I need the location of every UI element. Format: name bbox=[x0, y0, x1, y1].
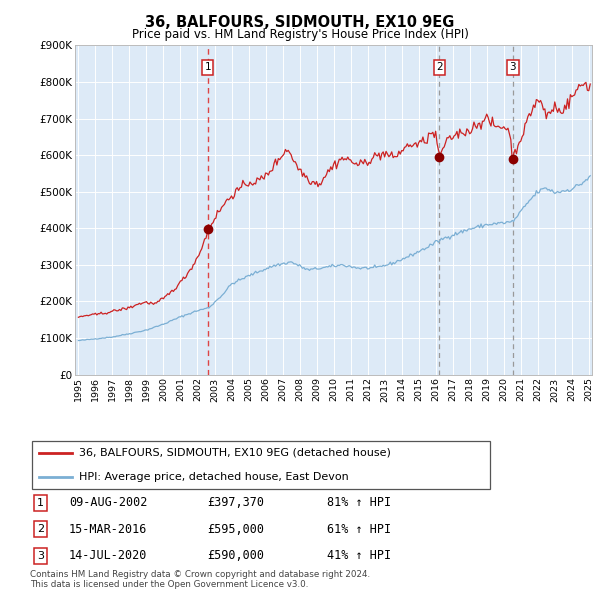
Text: £397,370: £397,370 bbox=[207, 496, 264, 509]
Text: 61% ↑ HPI: 61% ↑ HPI bbox=[327, 523, 391, 536]
FancyBboxPatch shape bbox=[32, 441, 490, 489]
Text: HPI: Average price, detached house, East Devon: HPI: Average price, detached house, East… bbox=[79, 472, 348, 482]
Text: 14-JUL-2020: 14-JUL-2020 bbox=[69, 549, 148, 562]
Text: 3: 3 bbox=[37, 551, 44, 560]
Text: 09-AUG-2002: 09-AUG-2002 bbox=[69, 496, 148, 509]
Text: 1: 1 bbox=[205, 63, 211, 73]
Text: 41% ↑ HPI: 41% ↑ HPI bbox=[327, 549, 391, 562]
Text: 2: 2 bbox=[37, 525, 44, 534]
Text: 15-MAR-2016: 15-MAR-2016 bbox=[69, 523, 148, 536]
Text: 81% ↑ HPI: 81% ↑ HPI bbox=[327, 496, 391, 509]
Text: Price paid vs. HM Land Registry's House Price Index (HPI): Price paid vs. HM Land Registry's House … bbox=[131, 28, 469, 41]
Text: £595,000: £595,000 bbox=[207, 523, 264, 536]
Text: 1: 1 bbox=[37, 498, 44, 507]
Text: £590,000: £590,000 bbox=[207, 549, 264, 562]
Text: Contains HM Land Registry data © Crown copyright and database right 2024.: Contains HM Land Registry data © Crown c… bbox=[30, 570, 370, 579]
Text: 36, BALFOURS, SIDMOUTH, EX10 9EG: 36, BALFOURS, SIDMOUTH, EX10 9EG bbox=[145, 15, 455, 30]
Text: 36, BALFOURS, SIDMOUTH, EX10 9EG (detached house): 36, BALFOURS, SIDMOUTH, EX10 9EG (detach… bbox=[79, 448, 391, 458]
Text: This data is licensed under the Open Government Licence v3.0.: This data is licensed under the Open Gov… bbox=[30, 579, 308, 589]
Text: 2: 2 bbox=[436, 63, 443, 73]
Text: 3: 3 bbox=[509, 63, 516, 73]
